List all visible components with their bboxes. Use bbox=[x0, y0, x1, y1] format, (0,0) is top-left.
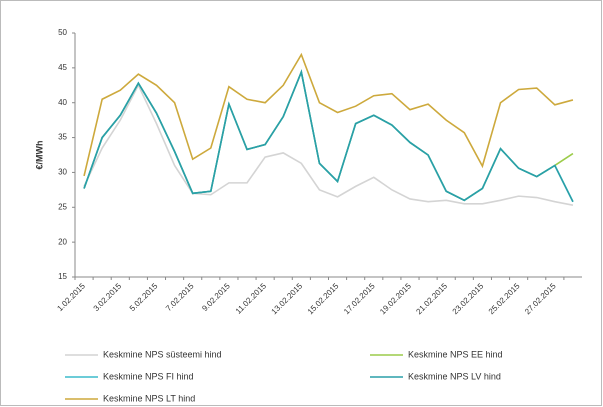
legend-label: Keskmine NPS LV hind bbox=[408, 371, 501, 381]
y-tick-label: 20 bbox=[58, 237, 67, 246]
y-tick-label: 45 bbox=[58, 63, 67, 72]
y-tick-label: 40 bbox=[58, 98, 67, 107]
legend-label: Keskmine NPS süsteemi hind bbox=[103, 349, 222, 359]
y-tick-label: 30 bbox=[58, 168, 67, 177]
series-line bbox=[83, 69, 574, 203]
legend-label: Keskmine NPS FI hind bbox=[103, 371, 194, 381]
legend-label: Keskmine NPS LT hind bbox=[103, 393, 195, 403]
y-tick-label: 25 bbox=[58, 202, 67, 211]
series-line bbox=[83, 52, 574, 177]
y-tick-label: 35 bbox=[58, 133, 67, 142]
legend-label: Keskmine NPS EE hind bbox=[408, 349, 503, 359]
series-line bbox=[83, 83, 574, 206]
y-tick-label: 15 bbox=[58, 272, 67, 281]
y-tick-label: 50 bbox=[58, 28, 67, 37]
y-axis-label: €/MWh bbox=[34, 141, 44, 170]
